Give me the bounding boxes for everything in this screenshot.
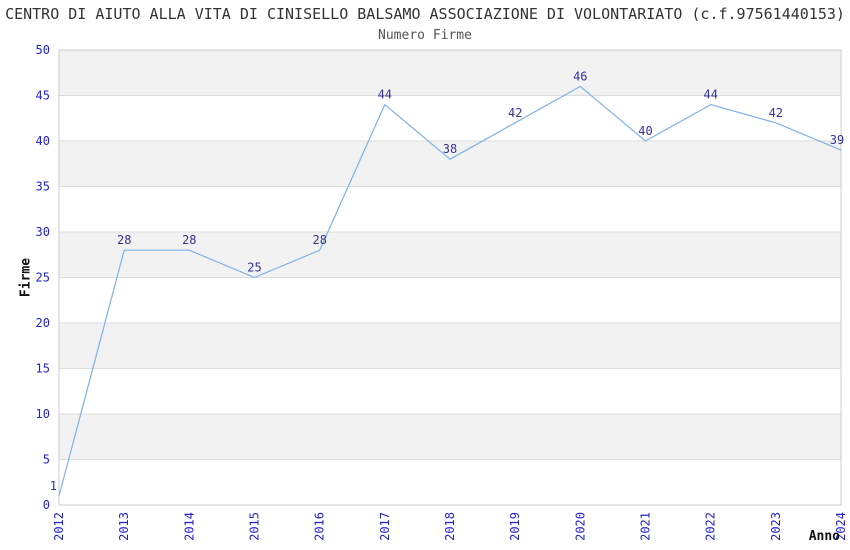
chart-subtitle: Numero Firme [378, 28, 472, 43]
y-tick-label: 15 [36, 362, 50, 376]
data-label: 28 [117, 233, 131, 247]
grid-bands [59, 50, 841, 460]
x-tick-label: 2013 [117, 512, 131, 541]
grid-band [59, 141, 841, 187]
x-tick-label: 2017 [378, 512, 392, 541]
data-label: 44 [703, 88, 717, 102]
grid-band [59, 50, 841, 96]
y-tick-label: 10 [36, 407, 50, 421]
x-tick-label: 2018 [443, 512, 457, 541]
y-tick-label: 30 [36, 225, 50, 239]
series-line [58, 85, 842, 497]
data-label: 42 [769, 106, 783, 120]
y-tick-label: 0 [43, 498, 50, 512]
x-tick-label: 2021 [639, 512, 653, 541]
data-label: 28 [182, 233, 196, 247]
x-tick-label: 2020 [573, 512, 587, 541]
y-tick-label: 45 [36, 89, 50, 103]
y-tick-label: 25 [36, 271, 50, 285]
grid-band [59, 414, 841, 460]
x-tick-label: 2014 [182, 512, 196, 541]
data-label: 42 [508, 106, 522, 120]
x-tick-label: 2012 [52, 512, 66, 541]
data-label: 38 [443, 142, 457, 156]
grid-band [59, 323, 841, 369]
y-tick-label: 20 [36, 316, 50, 330]
x-tick-label: 2016 [313, 512, 327, 541]
data-label: 46 [573, 69, 587, 83]
x-tick-label: 2019 [508, 512, 522, 541]
x-tick-label: 2022 [704, 512, 718, 541]
y-axis-labels: 0 5 10 15 20 25 30 35 40 45 50 [36, 43, 50, 512]
plot-border [58, 49, 842, 506]
x-tick-label: 2024 [834, 512, 848, 541]
data-label: 44 [378, 88, 392, 102]
x-tick-label: 2023 [769, 512, 783, 541]
grid-band [59, 232, 841, 278]
data-label: 28 [312, 233, 326, 247]
data-labels: 1 28 28 25 28 44 38 42 46 40 44 42 39 [50, 69, 844, 493]
x-axis-title: Anno [808, 529, 840, 544]
y-tick-label: 35 [36, 180, 50, 194]
x-axis-labels: 2012 2013 2014 2015 2016 2017 2018 2019 2020 2021… [52, 512, 848, 541]
data-label: 40 [638, 124, 652, 138]
y-tick-label: 50 [36, 43, 50, 57]
y-tick-label: 40 [36, 134, 50, 148]
x-tick-label: 2015 [248, 512, 262, 541]
y-tick-label: 5 [43, 453, 50, 467]
gridlines [59, 95, 841, 460]
chart-title: CENTRO DI AIUTO ALLA VITA DI CINISELLO B… [5, 5, 845, 23]
data-label: 1 [50, 479, 57, 493]
data-label: 39 [830, 133, 844, 147]
y-axis-title: Firme [18, 257, 34, 298]
data-label: 25 [247, 261, 261, 275]
